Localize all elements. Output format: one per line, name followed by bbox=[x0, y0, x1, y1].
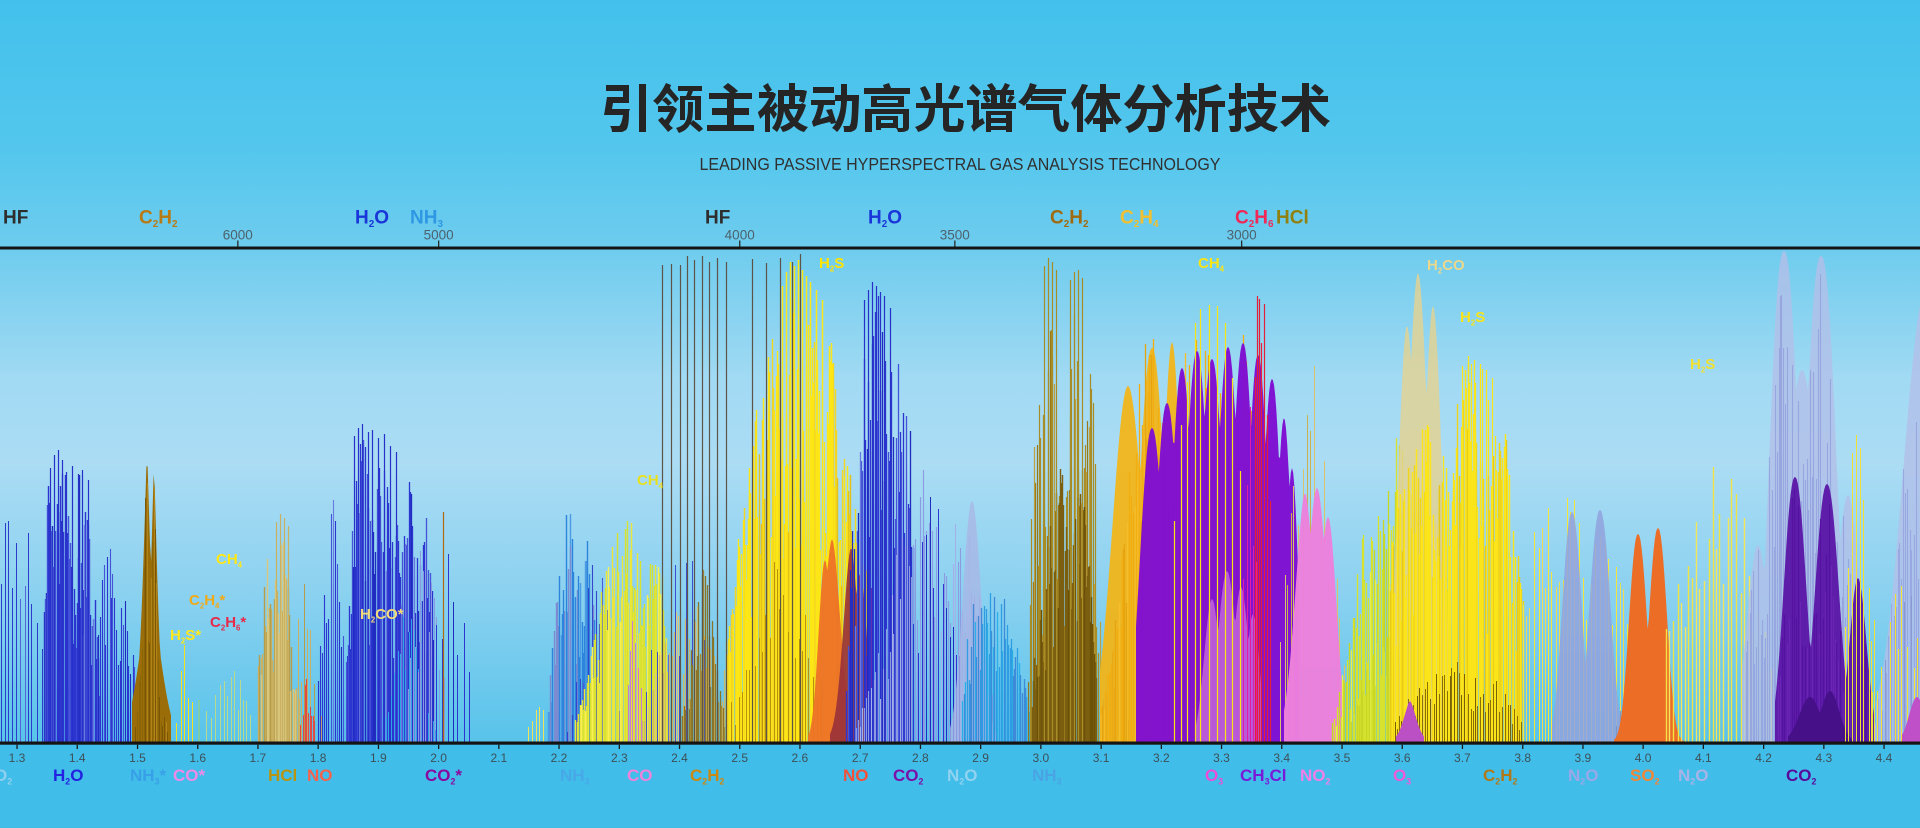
svg-text:1.4: 1.4 bbox=[69, 751, 86, 765]
svg-text:H2​S: H2​S bbox=[819, 255, 844, 274]
svg-text:4.2: 4.2 bbox=[1755, 751, 1772, 765]
svg-text:H2​CO*: H2​CO* bbox=[360, 606, 404, 625]
svg-text:3.4: 3.4 bbox=[1273, 751, 1290, 765]
svg-text:3.8: 3.8 bbox=[1514, 751, 1531, 765]
svg-text:NH3​: NH3​ bbox=[560, 766, 590, 787]
svg-text:3.5: 3.5 bbox=[1334, 751, 1351, 765]
svg-text:CH4​: CH4​ bbox=[637, 472, 664, 491]
svg-text:H2​O: H2​O bbox=[355, 208, 389, 231]
svg-text:N2​O: N2​O bbox=[1678, 766, 1708, 787]
svg-text:3.3: 3.3 bbox=[1213, 751, 1230, 765]
svg-text:1.5: 1.5 bbox=[129, 751, 146, 765]
svg-text:2.1: 2.1 bbox=[490, 751, 507, 765]
svg-text:3.2: 3.2 bbox=[1153, 751, 1170, 765]
svg-text:NH3​*: NH3​* bbox=[130, 766, 166, 787]
svg-text:CH4​: CH4​ bbox=[216, 551, 243, 570]
svg-text:CH4​: CH4​ bbox=[1198, 255, 1225, 274]
svg-text:C2​H4​*: C2​H4​* bbox=[189, 592, 225, 611]
svg-text:HCl: HCl bbox=[1276, 208, 1309, 229]
svg-text:3.0: 3.0 bbox=[1032, 751, 1049, 765]
svg-text:O3​: O3​ bbox=[1205, 766, 1223, 787]
svg-text:C2​H4​: C2​H4​ bbox=[1120, 208, 1159, 231]
svg-text:1.7: 1.7 bbox=[250, 751, 267, 765]
svg-text:C2​H2​: C2​H2​ bbox=[139, 208, 178, 231]
svg-text:CO2​: CO2​ bbox=[893, 766, 924, 787]
svg-text:4.4: 4.4 bbox=[1876, 751, 1893, 765]
svg-text:H2​S: H2​S bbox=[1690, 356, 1715, 375]
svg-text:CH3​Cl: CH3​Cl bbox=[1240, 766, 1286, 787]
svg-text:2.3: 2.3 bbox=[611, 751, 628, 765]
svg-text:CO: CO bbox=[627, 766, 653, 785]
svg-text:C2​H2​: C2​H2​ bbox=[1050, 208, 1089, 231]
svg-text:NO: NO bbox=[307, 766, 333, 785]
svg-text:2.7: 2.7 bbox=[852, 751, 869, 765]
svg-text:4.1: 4.1 bbox=[1695, 751, 1712, 765]
svg-text:2.5: 2.5 bbox=[731, 751, 748, 765]
svg-text:3000: 3000 bbox=[1227, 228, 1257, 243]
svg-text:H2​O: H2​O bbox=[53, 766, 83, 787]
svg-text:H2​S*: H2​S* bbox=[170, 627, 201, 646]
svg-text:C2​H6​: C2​H6​ bbox=[1235, 208, 1274, 231]
svg-text:HF: HF bbox=[3, 208, 28, 229]
svg-text:1.3: 1.3 bbox=[9, 751, 26, 765]
svg-text:2.2: 2.2 bbox=[551, 751, 568, 765]
svg-text:4.0: 4.0 bbox=[1635, 751, 1652, 765]
svg-text:N2​O: N2​O bbox=[1568, 766, 1598, 787]
svg-text:HF: HF bbox=[705, 208, 730, 229]
svg-text:2.0: 2.0 bbox=[430, 751, 447, 765]
svg-text:2.4: 2.4 bbox=[671, 751, 688, 765]
svg-text:4000: 4000 bbox=[725, 228, 755, 243]
svg-text:C2​H6​*: C2​H6​* bbox=[210, 614, 246, 633]
svg-text:HCl: HCl bbox=[268, 766, 297, 785]
svg-text:4.3: 4.3 bbox=[1815, 751, 1832, 765]
svg-text:3.1: 3.1 bbox=[1093, 751, 1110, 765]
svg-text:NO2​: NO2​ bbox=[1300, 766, 1331, 787]
svg-text:N2​O: N2​O bbox=[947, 766, 977, 787]
svg-text:3500: 3500 bbox=[940, 228, 970, 243]
svg-text:2.6: 2.6 bbox=[792, 751, 809, 765]
svg-text:H2​S: H2​S bbox=[1460, 309, 1485, 328]
svg-text:2.9: 2.9 bbox=[972, 751, 989, 765]
svg-text:CO2​*: CO2​* bbox=[425, 766, 462, 787]
svg-text:3.6: 3.6 bbox=[1394, 751, 1411, 765]
svg-text:H2​O: H2​O bbox=[868, 208, 902, 231]
svg-text:1.9: 1.9 bbox=[370, 751, 387, 765]
svg-text:2.8: 2.8 bbox=[912, 751, 929, 765]
svg-text:3.7: 3.7 bbox=[1454, 751, 1471, 765]
svg-text:SO2​: SO2​ bbox=[1630, 766, 1660, 787]
svg-text:CO*: CO* bbox=[173, 766, 206, 785]
svg-text:C2​H2​: C2​H2​ bbox=[1483, 766, 1517, 787]
svg-text:6000: 6000 bbox=[223, 228, 253, 243]
svg-text:5000: 5000 bbox=[424, 228, 454, 243]
svg-text:3.9: 3.9 bbox=[1575, 751, 1592, 765]
svg-text:1.6: 1.6 bbox=[189, 751, 206, 765]
svg-text:C2​H2​: C2​H2​ bbox=[690, 766, 724, 787]
svg-text:NH3​: NH3​ bbox=[1032, 766, 1062, 787]
svg-text:LEADING PASSIVE HYPERSPECTRAL: LEADING PASSIVE HYPERSPECTRAL GAS ANALYS… bbox=[700, 154, 1221, 174]
svg-text:1.8: 1.8 bbox=[310, 751, 327, 765]
svg-text:NO: NO bbox=[843, 766, 869, 785]
svg-text:H2​CO: H2​CO bbox=[1427, 257, 1465, 276]
svg-text:NH3​: NH3​ bbox=[410, 208, 443, 231]
svg-text:O3​: O3​ bbox=[1393, 766, 1411, 787]
svg-text:CO2​: CO2​ bbox=[1786, 766, 1817, 787]
